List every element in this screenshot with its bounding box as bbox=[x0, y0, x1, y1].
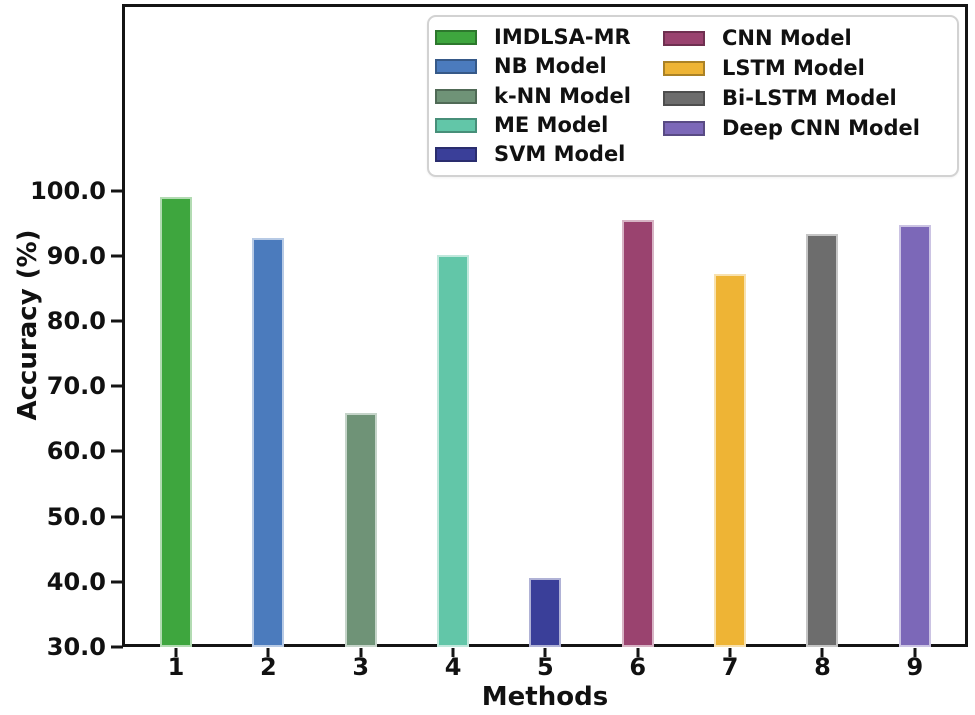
legend-swatch-icon bbox=[663, 90, 705, 106]
legend-item: IMDLSA-MR bbox=[435, 23, 663, 52]
legend-item: Deep CNN Model bbox=[663, 113, 957, 143]
y-tick-label: 100.0 bbox=[30, 176, 106, 205]
y-tick-label: 50.0 bbox=[46, 502, 106, 531]
y-tick-mark bbox=[111, 645, 123, 649]
x-tick-label: 7 bbox=[721, 653, 739, 681]
legend-column-2: CNN Model LSTM Model Bi-LSTM Model Deep CNN… bbox=[663, 23, 957, 169]
y-tick-mark bbox=[111, 254, 123, 258]
x-tick-mark bbox=[359, 648, 363, 657]
x-tick-mark bbox=[636, 648, 640, 657]
x-axis-label: Methods bbox=[481, 682, 609, 712]
x-tick-mark bbox=[913, 648, 917, 657]
y-tick-label: 70.0 bbox=[46, 372, 106, 401]
legend-label: Bi-LSTM Model bbox=[722, 85, 897, 110]
legend-swatch-icon bbox=[663, 30, 705, 46]
legend-item: NB Model bbox=[435, 52, 663, 81]
x-tick-label: 8 bbox=[814, 653, 831, 681]
legend: IMDLSA-MR NB Model k-NN Model ME Model SVM M… bbox=[427, 15, 959, 177]
x-tick-mark bbox=[728, 648, 732, 657]
y-tick-mark bbox=[111, 189, 123, 193]
bar-method-3 bbox=[344, 412, 377, 647]
y-tick-label: 40.0 bbox=[46, 567, 106, 596]
x-tick-label: 3 bbox=[352, 653, 370, 681]
x-tick-label: 5 bbox=[537, 653, 554, 681]
legend-swatch-icon bbox=[435, 59, 477, 75]
legend-item: LSTM Model bbox=[663, 53, 957, 83]
y-tick-label: 80.0 bbox=[46, 307, 106, 335]
legend-label: Deep CNN Model bbox=[722, 115, 920, 140]
y-tick-mark bbox=[111, 580, 123, 584]
x-tick-label: 9 bbox=[906, 653, 924, 681]
x-tick-mark bbox=[266, 648, 270, 657]
bar-method-7 bbox=[714, 274, 747, 647]
x-tick-mark bbox=[451, 648, 455, 657]
legend-swatch-icon bbox=[663, 60, 705, 76]
y-tick-mark bbox=[111, 319, 123, 323]
y-tick-mark bbox=[111, 515, 123, 519]
legend-label: LSTM Model bbox=[722, 55, 865, 80]
legend-item: ME Model bbox=[435, 111, 663, 140]
legend-swatch-icon bbox=[663, 120, 705, 136]
legend-label: ME Model bbox=[494, 112, 609, 137]
legend-label: NB Model bbox=[494, 54, 607, 79]
legend-item: k-NN Model bbox=[435, 81, 663, 110]
y-axis-label: Accuracy (%) bbox=[13, 229, 43, 421]
y-tick-label: 90.0 bbox=[46, 241, 106, 270]
x-tick-mark bbox=[820, 648, 824, 657]
bar-method-1 bbox=[160, 197, 192, 647]
legend-label: SVM Model bbox=[494, 141, 626, 166]
y-tick-label: 60.0 bbox=[46, 437, 106, 466]
x-tick-label: 1 bbox=[167, 653, 185, 681]
x-tick-label: 4 bbox=[444, 653, 462, 681]
legend-item: Bi-LSTM Model bbox=[663, 83, 957, 113]
legend-swatch-icon bbox=[435, 146, 477, 162]
legend-item: SVM Model bbox=[435, 140, 663, 169]
y-tick-mark bbox=[111, 384, 123, 388]
legend-label: IMDLSA-MR bbox=[494, 25, 631, 50]
bar-method-2 bbox=[252, 237, 285, 647]
x-tick-label: 2 bbox=[259, 653, 277, 681]
y-tick-mark bbox=[111, 449, 123, 453]
legend-column-1: IMDLSA-MR NB Model k-NN Model ME Model SVM M… bbox=[435, 23, 663, 169]
legend-label: CNN Model bbox=[722, 25, 852, 50]
legend-label: k-NN Model bbox=[494, 83, 631, 108]
legend-item: CNN Model bbox=[663, 23, 957, 53]
legend-swatch-icon bbox=[435, 117, 477, 133]
legend-swatch-icon bbox=[435, 88, 477, 104]
bar-method-6 bbox=[621, 219, 654, 647]
x-tick-mark bbox=[543, 648, 547, 657]
bar-method-9 bbox=[898, 225, 931, 647]
y-tick-label: 30.0 bbox=[46, 633, 106, 661]
legend-swatch-icon bbox=[435, 30, 477, 46]
bar-method-4 bbox=[437, 255, 470, 647]
bar-method-8 bbox=[806, 234, 839, 647]
x-tick-mark bbox=[174, 648, 178, 657]
x-tick-label: 6 bbox=[629, 653, 647, 681]
bar-method-5 bbox=[529, 577, 562, 647]
